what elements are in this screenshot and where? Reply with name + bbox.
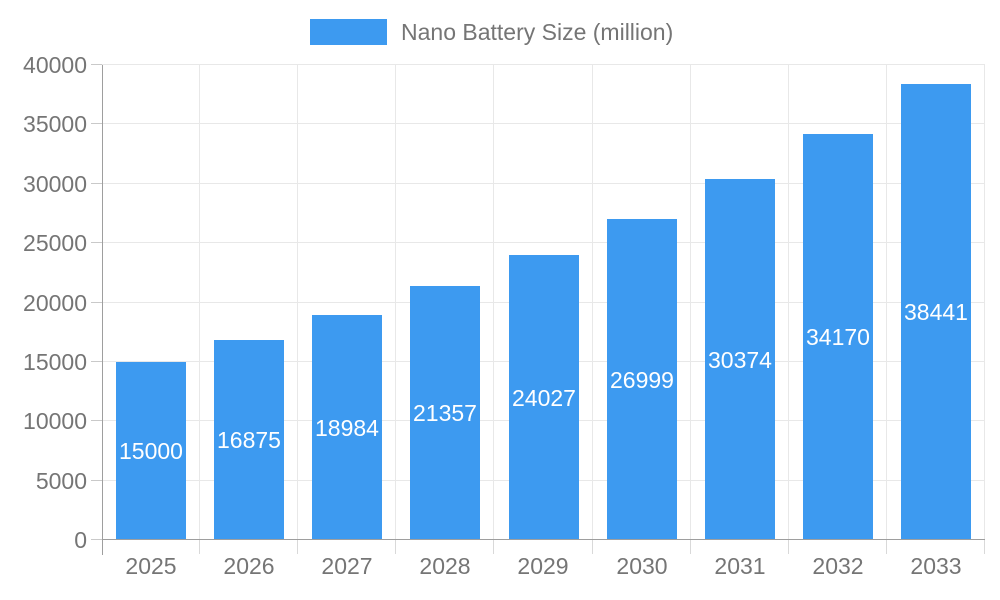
legend-label: Nano Battery Size (million) [401,19,674,45]
x-tick-label: 2033 [910,553,962,579]
bar-value-label: 24027 [512,385,576,411]
x-tick-label: 2032 [812,553,864,579]
bar: 30374 [705,179,775,540]
x-tick [297,540,299,554]
y-tick-label: 40000 [23,52,87,78]
bar-value-label: 34170 [806,324,870,350]
x-tick-label: 2026 [223,553,275,579]
y-tick [91,242,102,244]
y-axis-line [102,65,103,555]
bar: 21357 [410,286,480,540]
v-gridline [689,65,691,540]
y-tick [91,64,102,65]
h-gridline [102,123,985,125]
x-tick [395,540,397,554]
bar: 15000 [116,362,186,540]
y-tick-label: 0 [74,527,87,553]
bar: 18984 [312,315,382,540]
v-gridline [395,65,397,540]
bar-value-label: 30374 [708,347,772,373]
x-tick [493,540,495,554]
y-tick [91,360,102,362]
legend-swatch-icon [310,19,387,45]
y-tick-label: 10000 [23,408,87,434]
h-gridline [102,242,985,244]
x-tick [591,540,593,554]
y-tick [91,123,102,125]
bar: 34170 [803,134,873,540]
y-tick-label: 20000 [23,290,87,316]
legend: Nano Battery Size (million) [310,19,673,45]
x-tick [984,540,985,554]
v-gridline [787,65,789,540]
y-tick [91,182,102,184]
v-gridline [297,65,299,540]
bar-value-label: 18984 [315,415,379,441]
y-tick [91,420,102,422]
y-tick [91,479,102,481]
x-tick-label: 2030 [616,553,668,579]
y-tick-label: 25000 [23,230,87,256]
bar-value-label: 16875 [217,427,281,453]
x-tick-label: 2028 [419,553,471,579]
v-gridline [493,65,495,540]
bar-value-label: 15000 [119,438,183,464]
x-tick-label: 2025 [125,553,177,579]
y-tick [91,539,102,540]
bar: 16875 [214,340,284,540]
bar-value-label: 21357 [413,400,477,426]
y-tick [91,301,102,303]
h-gridline [102,182,985,184]
x-tick [689,540,691,554]
v-gridline [199,65,201,540]
x-axis-line [102,539,985,540]
y-tick-label: 30000 [23,171,87,197]
x-tick-label: 2027 [321,553,373,579]
x-tick [199,540,201,554]
bar-value-label: 26999 [610,367,674,393]
bar: 24027 [509,255,579,540]
y-tick-label: 5000 [35,468,87,494]
v-gridline [591,65,593,540]
x-tick [885,540,887,554]
bar: 26999 [607,219,677,540]
y-tick-label: 15000 [23,349,87,375]
bar: 38441 [901,84,971,540]
v-gridline [984,65,985,540]
x-tick-label: 2029 [517,553,569,579]
v-gridline [885,65,887,540]
bar-value-label: 38441 [904,299,968,325]
y-tick-label: 35000 [23,111,87,137]
x-tick-label: 2031 [714,553,766,579]
h-gridline [102,64,985,65]
x-tick [787,540,789,554]
